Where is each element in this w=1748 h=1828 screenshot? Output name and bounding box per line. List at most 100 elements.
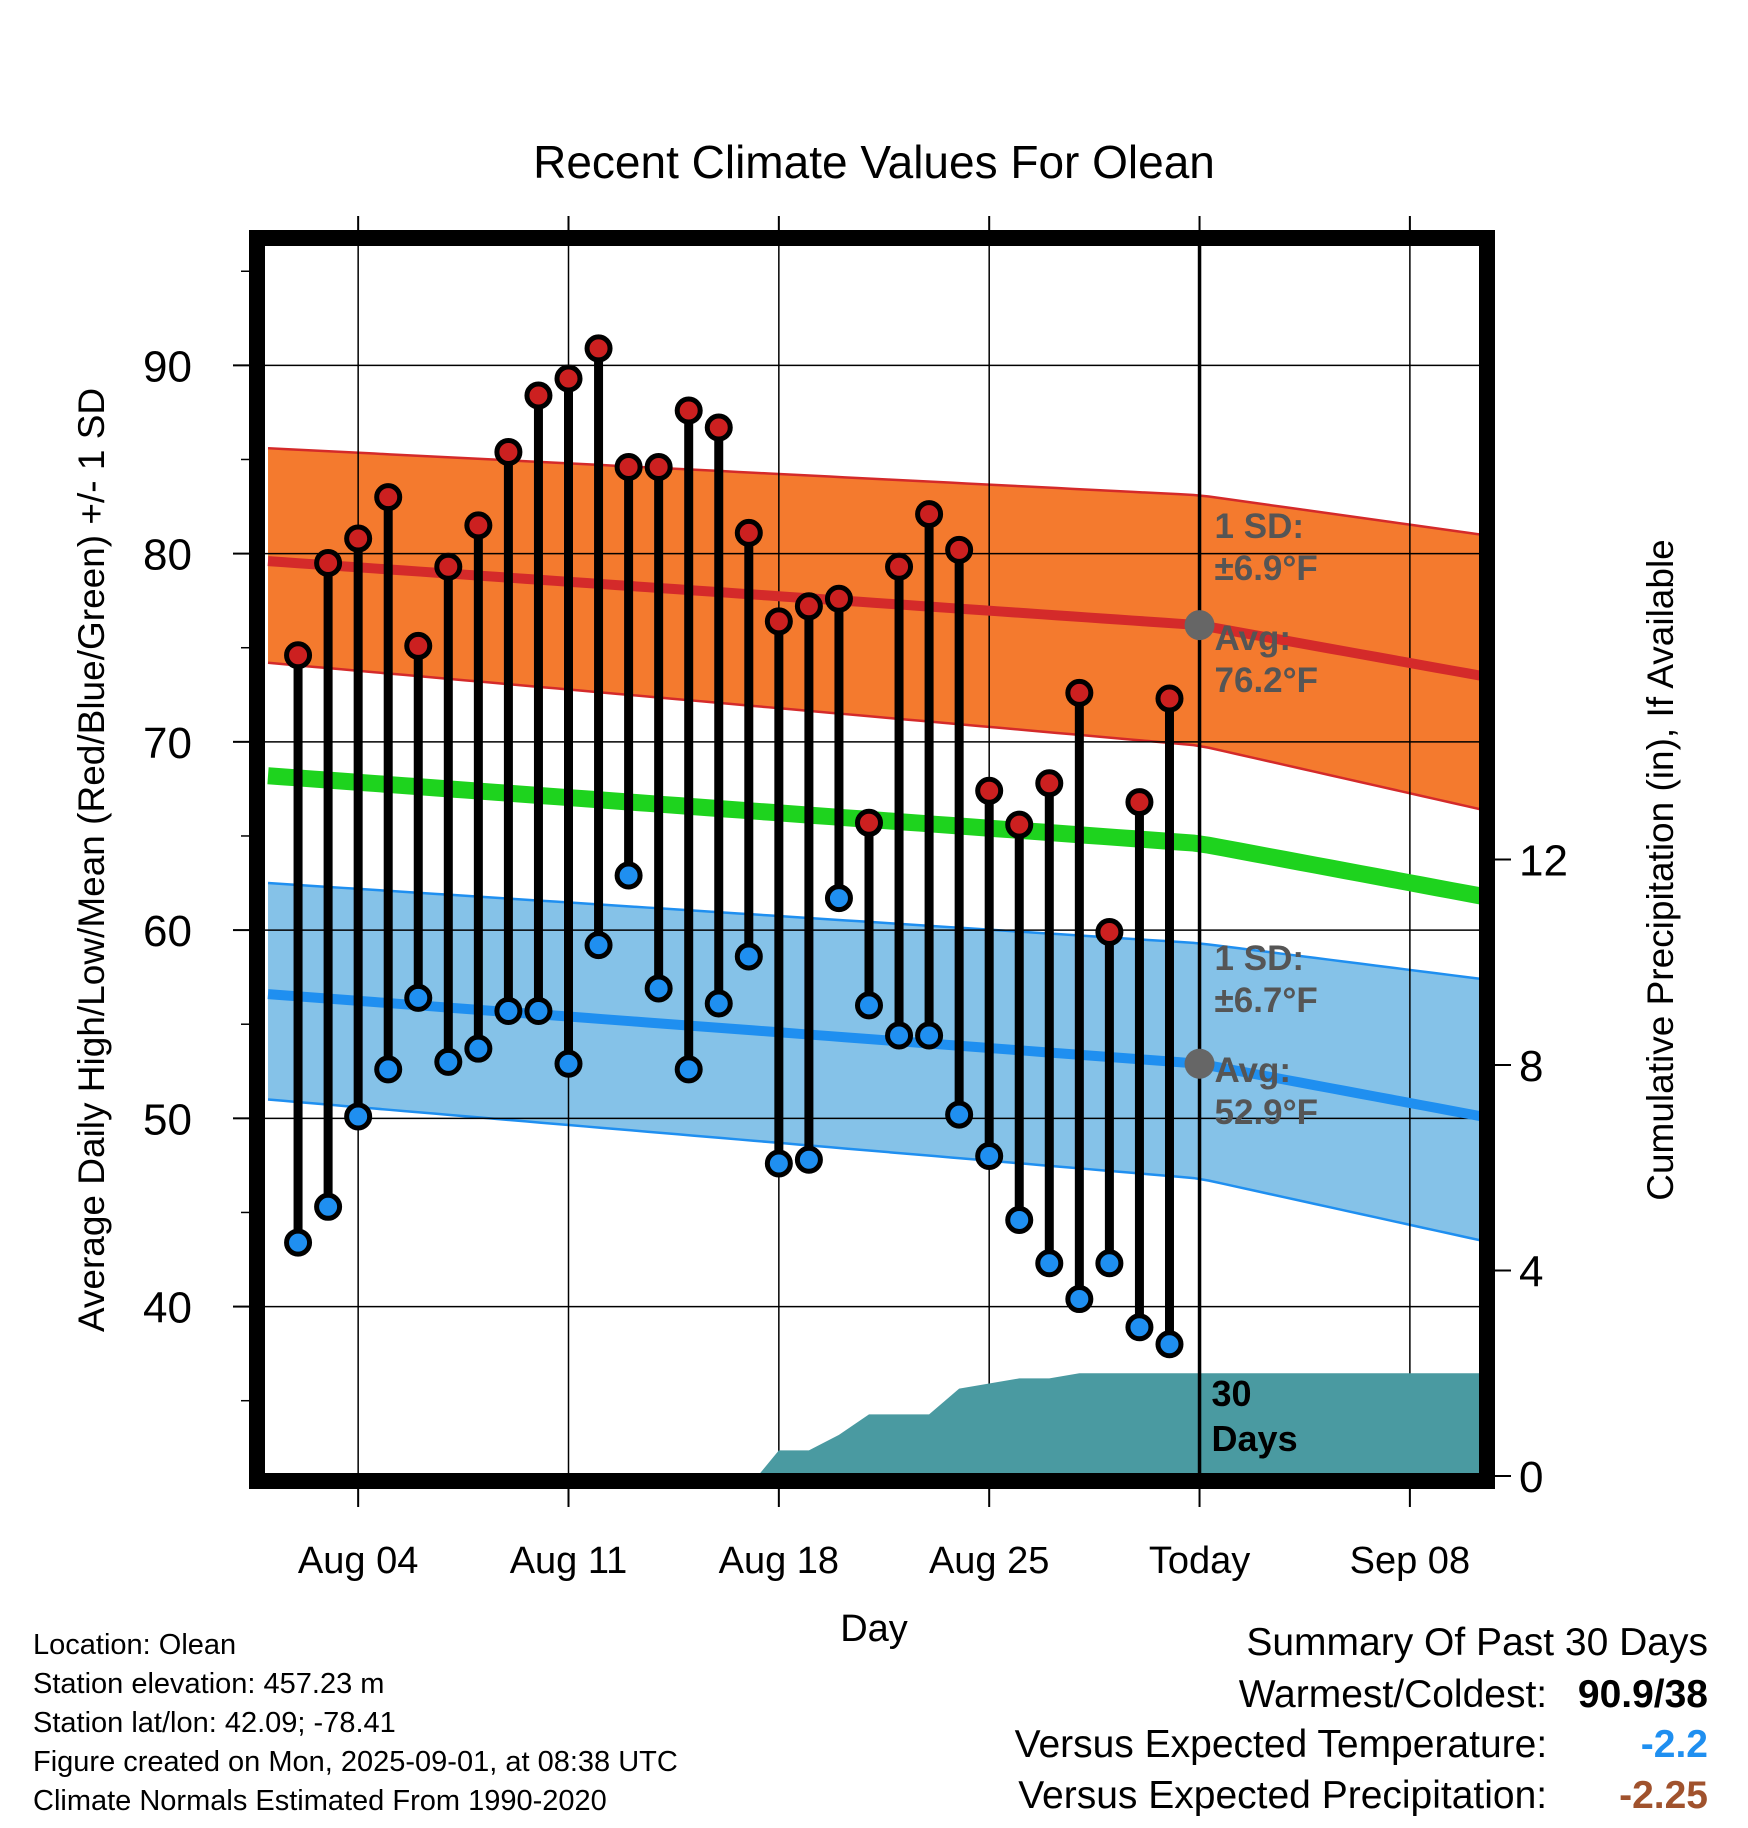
y-tick-label-left: 60 [143, 907, 192, 956]
low-avg-annotation: Avg: 52.9°F [1215, 1051, 1319, 1132]
normal-high-line [267, 556, 1482, 681]
y-axis-label-right: Cumulative Precipitation (in), If Availa… [1640, 539, 1681, 1201]
normals-text: Climate Normals Estimated From 1990-2020 [33, 1785, 607, 1817]
y-tick-label-left: 70 [143, 719, 192, 768]
y-tick-label-right: 4 [1519, 1248, 1543, 1297]
y-tick-label-right: 12 [1519, 837, 1568, 886]
low-point [374, 1055, 403, 1084]
high-point [554, 364, 583, 393]
low-sd-band-lower-edge [267, 1098, 1482, 1242]
low-point [524, 997, 553, 1026]
summary-precip: Versus Expected Precipitation: -2.25 [1018, 1774, 1708, 1818]
low-point [1155, 1330, 1184, 1359]
high-point [854, 808, 883, 837]
x-tick-label: Aug 25 [929, 1540, 1049, 1582]
low-point [1125, 1313, 1154, 1342]
low-point [284, 1228, 313, 1257]
x-axis-label: Day [840, 1608, 908, 1650]
high-point [614, 453, 643, 482]
high-point [374, 483, 403, 512]
low-point [554, 1049, 583, 1078]
low-sd-annotation: 1 SD: ±6.7°F [1215, 939, 1318, 1020]
low-point [614, 861, 643, 890]
high-point [344, 524, 373, 553]
x-tick-label: Sep 08 [1350, 1540, 1470, 1582]
precip-value: -2.25 [1619, 1774, 1708, 1817]
low-point [915, 1021, 944, 1050]
high-sd-band-upper-edge [267, 446, 1482, 537]
summary-title: Summary Of Past 30 Days [1246, 1621, 1708, 1664]
low-point [344, 1102, 373, 1131]
low-point [314, 1192, 343, 1221]
high-sd-band-lower-edge [267, 661, 1482, 811]
high-point [1005, 810, 1034, 839]
low-point [945, 1100, 974, 1129]
low-point [764, 1149, 793, 1178]
high-point [404, 631, 433, 660]
warm-cold-label: Warmest/Coldest: [1238, 1673, 1548, 1716]
location-text: Location: Olean [33, 1629, 237, 1661]
high-point [284, 641, 313, 670]
high-point [794, 592, 823, 621]
high-point [945, 535, 974, 564]
low-point [1065, 1285, 1094, 1314]
plot-frame [249, 230, 1495, 1489]
high-point [434, 552, 463, 581]
high-point [314, 549, 343, 578]
elevation-text: Station elevation: 457.23 m [33, 1668, 385, 1700]
low-point [885, 1021, 914, 1050]
temp-label: Versus Expected Temperature: [1014, 1723, 1548, 1766]
high-point [704, 413, 733, 442]
low-point [824, 884, 853, 913]
low-point [584, 931, 613, 960]
high-point [1155, 684, 1184, 713]
precip-area [268, 1373, 1482, 1476]
warm-cold-value: 90.9/38 [1577, 1673, 1708, 1716]
high-point [764, 607, 793, 636]
station-info: Location: Olean Station elevation: 457.2… [33, 1626, 678, 1821]
chart-title: Recent Climate Values For Olean [533, 136, 1215, 188]
normal-low-line [267, 989, 1482, 1122]
high-sd-annotation: 1 SD: ±6.9°F [1215, 507, 1318, 588]
precip-label: Versus Expected Precipitation: [1018, 1774, 1548, 1817]
latlon-text: Station lat/lon: 42.09; -78.41 [33, 1707, 396, 1739]
low-point [464, 1034, 493, 1063]
high-point [734, 518, 763, 547]
y-tick-label-left: 90 [143, 342, 192, 391]
high-point [915, 500, 944, 529]
low-point [704, 989, 733, 1018]
low-point [404, 983, 433, 1012]
low-sd-band-upper-edge [267, 881, 1482, 981]
y-tick-label-left: 40 [143, 1284, 192, 1333]
high-point [524, 381, 553, 410]
high-point [674, 396, 703, 425]
high-point [494, 437, 523, 466]
low-point [1095, 1249, 1124, 1278]
x-tick-label: Aug 18 [719, 1540, 839, 1582]
high-point [464, 511, 493, 540]
y-tick-label-right: 8 [1519, 1042, 1543, 1091]
high-point [1065, 678, 1094, 707]
low-point [434, 1047, 463, 1076]
y-tick-label-left: 50 [143, 1095, 192, 1144]
low-point [794, 1145, 823, 1174]
created-text: Figure created on Mon, 2025-09-01, at 08… [33, 1746, 678, 1778]
x-tick-label: Today [1149, 1540, 1250, 1582]
high-point [1095, 917, 1124, 946]
low-point [734, 942, 763, 971]
low-point [674, 1055, 703, 1084]
summary-warm-cold: Warmest/Coldest: 90.9/38 [1239, 1673, 1708, 1717]
high-point [975, 776, 1004, 805]
low-point [1005, 1205, 1034, 1234]
x-tick-label: Aug 04 [298, 1540, 418, 1582]
high-point [824, 584, 853, 613]
y-tick-label-left: 80 [143, 531, 192, 580]
high-point [885, 552, 914, 581]
low-point [1035, 1249, 1064, 1278]
low-avg-marker [1184, 1048, 1215, 1079]
days-annotation: 30 Days [1212, 1373, 1298, 1459]
low-point [494, 997, 523, 1026]
low-point [975, 1141, 1004, 1170]
x-tick-label: Aug 11 [510, 1540, 628, 1582]
